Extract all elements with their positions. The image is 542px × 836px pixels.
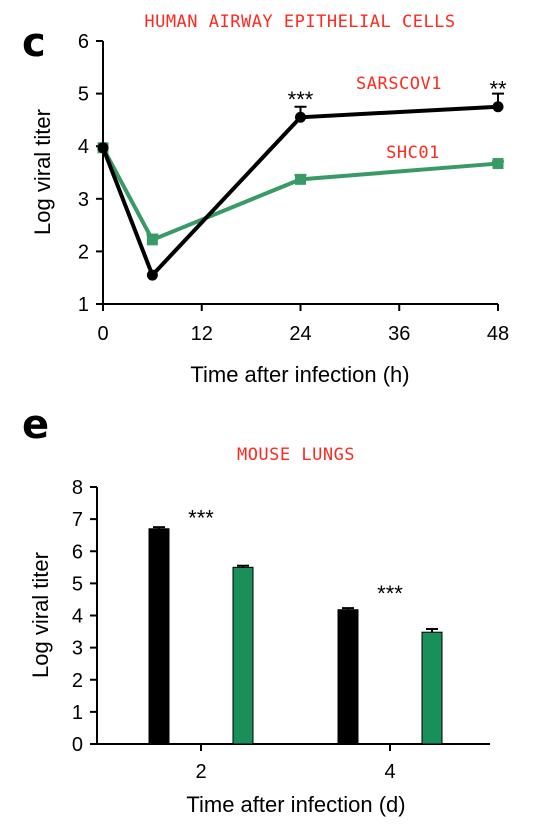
y-tick-label: 4 [72, 606, 83, 628]
panel-c-series [97, 92, 504, 281]
y-tick-label: 5 [72, 573, 83, 595]
series-label-sarscov1: SARSCOV1 [356, 74, 442, 94]
data-point [97, 142, 109, 154]
x-tick-label: 4 [384, 761, 395, 783]
y-tick-label: 0 [72, 734, 83, 756]
panel-c-series-labels: SARSCOV1 SHC01 [356, 74, 442, 163]
x-tick-label: 36 [388, 323, 410, 345]
data-point [492, 158, 504, 170]
panel-e-y-axis-title: Log viral titer [28, 552, 53, 678]
panel-c-letter: c [22, 20, 46, 66]
y-tick-label: 4 [78, 136, 89, 158]
bar-series-1 [148, 526, 359, 745]
bar [337, 609, 359, 745]
y-tick-label: 5 [78, 84, 89, 106]
x-tick-label: 24 [289, 323, 311, 345]
significance-marker: *** [377, 581, 403, 606]
panel-e-letter: e [22, 402, 49, 448]
panel-e-bars [148, 526, 443, 745]
x-tick-label: 0 [97, 323, 108, 345]
panel-e-annotation-title: MOUSE LUNGS [237, 445, 355, 465]
y-tick-label: 3 [72, 638, 83, 660]
data-point [146, 234, 158, 246]
panel-c-significance: *** ** [288, 76, 507, 112]
panel-e-bar-chart: e MOUSE LUNGS Time after infection (d) L… [22, 402, 490, 817]
series-line [101, 104, 499, 279]
bar [232, 566, 254, 745]
data-point [295, 111, 306, 123]
series-shc01 [97, 142, 504, 246]
data-point [146, 269, 158, 281]
panel-c-line-chart: c HUMAN AIRWAY EPITHELIAL CELLS Time aft… [22, 12, 509, 387]
y-tick-label: 6 [78, 31, 89, 53]
data-point [492, 101, 504, 113]
panel-c-x-axis-title: Time after infection (h) [190, 362, 409, 387]
series-label-shc01: SHC01 [386, 143, 440, 163]
x-tick-label: 48 [487, 323, 509, 345]
y-tick-label: 2 [72, 670, 83, 692]
panel-c-annotation-title: HUMAN AIRWAY EPITHELIAL CELLS [144, 12, 455, 32]
bar [148, 528, 170, 745]
data-point [295, 173, 306, 185]
panel-e-significance: *** *** [188, 506, 403, 606]
y-tick-label: 2 [78, 241, 89, 263]
series-sarscov1 [97, 92, 504, 281]
x-tick-label: 2 [195, 761, 206, 783]
y-tick-label: 6 [72, 541, 83, 563]
panel-e-x-axis-title: Time after infection (d) [186, 792, 405, 817]
significance-marker: *** [188, 506, 214, 531]
significance-marker: *** [288, 87, 314, 112]
y-tick-label: 1 [78, 294, 89, 316]
x-tick-label: 12 [191, 323, 213, 345]
significance-marker: ** [489, 76, 507, 101]
y-tick-label: 3 [78, 189, 89, 211]
y-tick-label: 8 [72, 477, 83, 499]
series-line [101, 146, 499, 243]
panel-c-y-axis-title: Log viral titer [30, 109, 55, 235]
bar [421, 631, 443, 745]
y-tick-label: 7 [72, 509, 83, 531]
bar-series-2 [232, 564, 443, 745]
y-tick-label: 1 [72, 702, 83, 724]
